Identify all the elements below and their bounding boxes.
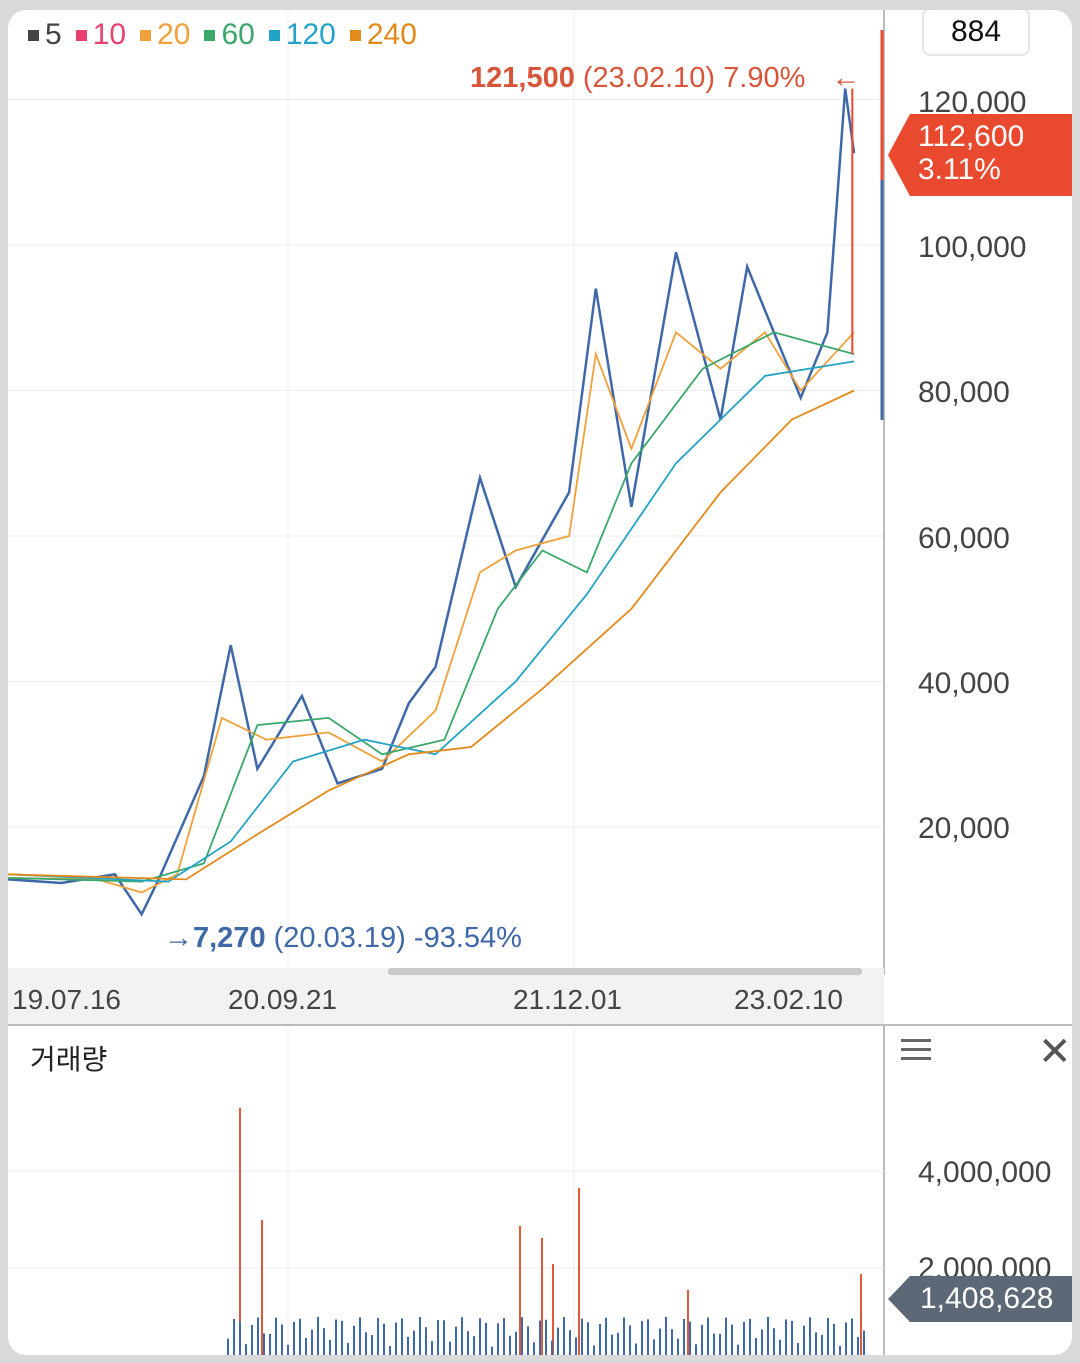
low-date: (20.03.19): [273, 922, 406, 954]
series-line-120: [8, 360, 855, 883]
low-value: 7,270: [193, 922, 266, 954]
legend-label-5: 5: [45, 18, 62, 51]
volume-title: 거래량: [30, 1044, 108, 1075]
high-annotation: 121,500 (23.02.10) 7.90% ←: [470, 62, 860, 95]
low-pct: -93.54%: [413, 922, 522, 954]
legend-item-240[interactable]: 240: [349, 18, 417, 52]
menu-icon[interactable]: [901, 1039, 931, 1065]
legend-label-60: 60: [221, 18, 255, 51]
series-line-240: [8, 389, 855, 881]
legend-item-20[interactable]: 20: [140, 18, 190, 52]
legend-item-60[interactable]: 60: [204, 18, 255, 52]
legend-swatch-5: [28, 29, 39, 41]
chart-card: 5 10 20 60 120 240 884 121,500 (23.02.10…: [8, 10, 1072, 1355]
series-line-5: [8, 88, 856, 917]
legend-swatch-240: [349, 29, 361, 41]
legend-label-20: 20: [157, 18, 191, 51]
x-label-1: 19.07.16: [12, 984, 121, 1015]
legend-label-120: 120: [285, 18, 336, 51]
legend-swatch-10: [75, 29, 87, 41]
legend-label-240: 240: [366, 18, 417, 51]
legend-swatch-20: [140, 29, 152, 41]
vol-y-label-4m: 4,000,000: [918, 1156, 1052, 1189]
x-label-2: 20.09.21: [228, 984, 337, 1015]
x-label-4: 23.02.10: [734, 984, 843, 1015]
current-price-tag: 112,600 3.11%: [888, 114, 1072, 196]
low-annotation: →7,270 (20.03.19) -93.54%: [164, 922, 522, 955]
legend-swatch-60: [204, 29, 216, 41]
legend-label-10: 10: [92, 18, 127, 51]
scrollbar-thumb: [388, 968, 862, 975]
top-count-badge[interactable]: 884: [922, 10, 1030, 56]
high-arrow-icon: ←: [831, 62, 861, 94]
low-arrow-icon: →: [164, 922, 193, 954]
series-line-60: [8, 331, 855, 883]
high-value: 121,500: [470, 62, 575, 94]
current-price-value: 112,600: [918, 120, 1025, 153]
close-icon[interactable]: ✕: [1038, 1030, 1072, 1074]
legend-swatch-120: [268, 29, 280, 41]
legend-item-10[interactable]: 10: [75, 18, 127, 52]
current-price-change: 3.11%: [918, 153, 1001, 186]
high-date: (23.02.10): [582, 62, 716, 94]
x-axis-band: [8, 968, 884, 1024]
y-label-120000: 120,000: [918, 86, 1027, 119]
legend-item-120[interactable]: 120: [268, 18, 336, 52]
y-label-40000: 40,000: [918, 667, 1010, 700]
high-pct: 7.90%: [723, 62, 806, 94]
y-label-100000: 100,000: [918, 231, 1027, 264]
y-label-20000: 20,000: [918, 812, 1010, 845]
price-chart-svg[interactable]: [8, 10, 1072, 1355]
legend-item-5[interactable]: 5: [28, 18, 62, 52]
x-label-3: 21.12.01: [513, 984, 622, 1015]
y-label-80000: 80,000: [918, 376, 1010, 409]
ma-legend: 5 10 20 60 120 240: [28, 18, 417, 52]
y-label-60000: 60,000: [918, 522, 1010, 555]
series-line-20: [8, 330, 855, 894]
current-volume-tag: 1,408,628: [888, 1276, 1072, 1322]
